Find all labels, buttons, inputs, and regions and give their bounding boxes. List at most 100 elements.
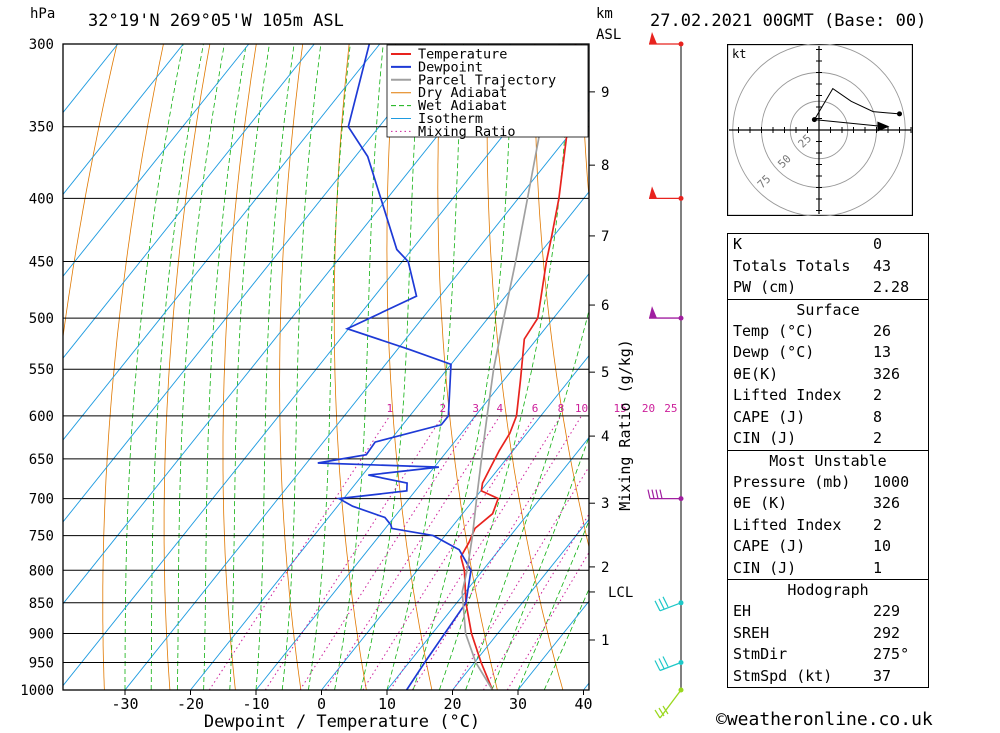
pressure-unit-label: hPa [30,6,56,22]
wind-barb-shaft [659,602,682,612]
km-tick-label: 3 [601,496,609,512]
wet-adiabat [360,44,421,690]
hodograph-title: Hodograph [787,581,869,599]
dry-adiabat [222,44,257,690]
wind-barb-feather [647,489,651,499]
unstable-row: CAPE (J) 10 [728,536,928,558]
unstable-key: CAPE (J) [733,537,806,555]
index-key: Totals Totals [733,256,851,275]
hodo-key: EH [733,602,752,620]
isotherm [63,44,446,523]
mixing-ratio-label: 1 [386,402,393,415]
storm-motion-arrow [877,121,890,132]
isotherm [63,44,577,687]
mixing-ratio-line [362,415,536,690]
index-row: Totals Totals 43 [728,256,928,278]
storm-motion-line [814,119,884,128]
mixing-ratio-label: 25 [664,402,677,415]
isotherm [321,354,589,690]
km-tick-label: 4 [601,429,609,445]
mixing-ratio-line [452,465,589,690]
plot-frame [62,43,590,691]
dry-adiabat [102,44,164,690]
mixing-ratio-label: 20 [642,402,655,415]
dry-adiabat [279,44,304,690]
copyright-link[interactable]: ©weatheronline.co.uk [716,709,933,730]
x-tick-label: 40 [574,695,592,713]
surface-row: CIN (J) 2 [728,428,928,450]
hodo-row: EH 229 [728,601,928,623]
hodo-row: SREH 292 [728,623,928,645]
wet-adiabat [439,44,571,690]
unstable-value: 1 [873,558,883,577]
isotherm [255,273,589,690]
x-tick-label: 30 [509,695,527,713]
wind-barb-feather [662,705,669,715]
index-key: K [733,235,743,253]
isotherm [190,191,589,690]
isotherm [452,518,589,690]
pressure-tick-label: 650 [29,452,54,468]
unstable-row: CIN (J) 1 [728,558,928,580]
unstable-row: Pressure (mb) 1000 [728,472,928,494]
mixing-ratio-label: 6 [532,402,539,415]
x-tick-label: -30 [111,695,138,713]
dry-adiabat [163,44,211,690]
surface-section: Surface Temp (°C) 26 Dewp (°C) 13 θE(K) 326 Li… [728,298,928,450]
stats-table: K 0 Totals Totals 43 PW (cm) 2.28 Surface Tem… [727,233,929,688]
hodo-value: 275° [873,645,910,663]
unstable-value: 1000 [873,472,910,491]
legend-label: Isotherm [418,111,483,127]
unstable-value: 10 [873,537,892,555]
dry-adiabat [437,44,498,690]
dewpoint-line [317,44,472,690]
most-unstable-title: Most Unstable [769,451,887,470]
wind-barb-pennant [649,32,657,44]
km-tick-label: 9 [601,85,609,101]
hodograph-section: Hodograph EH 229 SREH 292 StmDir 275° StmSpd (… [728,579,928,687]
wind-barb-feather [658,707,665,717]
dry-adiabat [534,44,589,549]
wind-barb-feather [659,489,663,499]
pressure-tick-label: 800 [29,563,54,579]
wind-barb-shaft [659,661,682,672]
isotherm [124,109,589,690]
wet-adiabat [124,44,184,690]
x-tick-label: 10 [378,695,396,713]
mixing-ratio-line [299,415,477,690]
hodograph-end [897,111,902,117]
wind-barb-pennant [649,186,657,199]
surface-row: CAPE (J) 8 [728,407,928,429]
hodograph-unit-label: kt [732,47,746,61]
unstable-value: 2 [873,515,883,534]
wind-barb-feather [658,598,665,610]
indices-section: K 0 Totals Totals 43 PW (cm) 2.28 [728,234,928,299]
surface-title: Surface [796,300,860,319]
isotherm [63,44,315,359]
mixing-ratio-line [325,415,501,690]
pressure-tick-label: 850 [29,596,54,612]
hodo-key: StmSpd (kt) [733,666,833,685]
hodo-row: StmDir 275° [728,644,928,666]
pressure-tick-label: 550 [29,362,54,378]
surface-value: 2 [873,429,883,447]
asl-label: ASL [596,27,622,43]
wet-adiabat [255,44,295,690]
mixing-ratio-label: 2 [439,402,446,415]
km-tick-label: 7 [601,229,609,245]
run-datetime: 27.02.2021 00GMT (Base: 00) [650,11,927,31]
unstable-row: θE (K) 326 [728,493,928,515]
wind-barb-feather [662,596,669,608]
wind-barb-feather [654,709,661,719]
isotherm [386,436,589,690]
wet-adiabat [334,44,384,690]
wet-adiabat [229,44,270,690]
mixing-ratio-axis-label: Mixing Ratio (g/kg) [616,339,634,511]
mixing-ratio-label: 8 [558,402,565,415]
x-tick-label: -10 [242,695,269,713]
hodo-value: 37 [873,666,892,685]
legend-label: Dry Adiabat [418,85,507,101]
wet-adiabat [491,436,589,690]
